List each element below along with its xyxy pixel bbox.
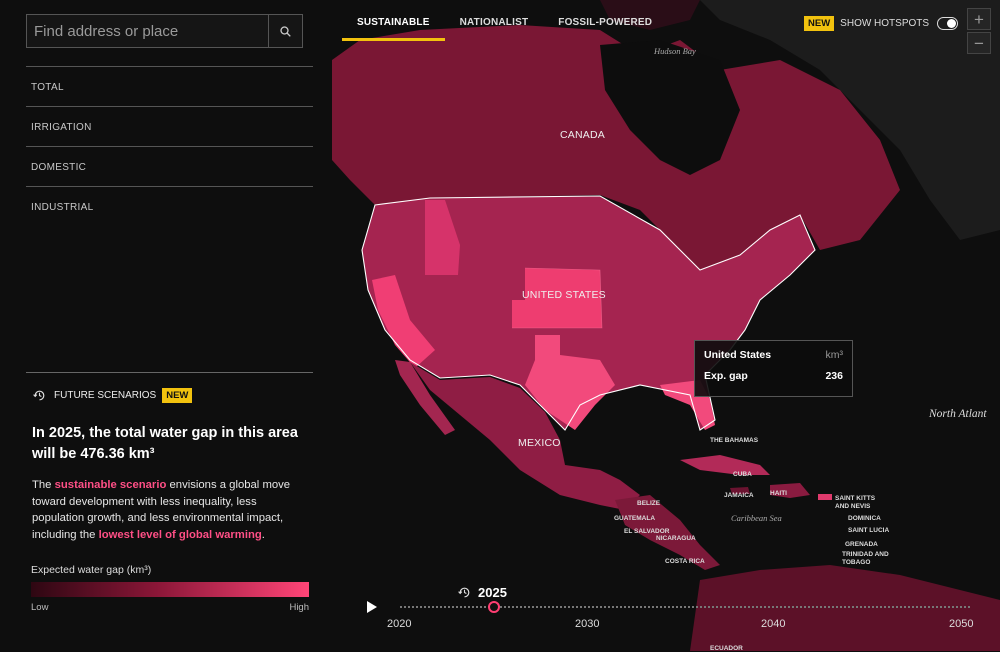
- current-year: 2025: [478, 585, 507, 600]
- legend-gradient-bar: [31, 582, 309, 597]
- side-panel: TOTAL IRRIGATION DOMESTIC INDUSTRIAL FUT…: [0, 0, 332, 651]
- label-dominica: DOMINICA: [848, 515, 881, 522]
- arctic-region: [600, 0, 700, 30]
- tick-2050: 2050: [949, 618, 974, 630]
- hispaniola-region: [770, 483, 810, 498]
- label-el-salvador: EL SALVADOR: [624, 528, 670, 535]
- category-irrigation[interactable]: IRRIGATION: [26, 106, 313, 146]
- tooltip-unit: km³: [825, 349, 844, 361]
- hudson-bay: [600, 40, 740, 175]
- label-bahamas: THE BAHAMAS: [710, 437, 759, 444]
- california-highlight: [372, 275, 435, 368]
- label-jamaica: JAMAICA: [724, 492, 754, 499]
- label-united-states: UNITED STATES: [522, 289, 606, 301]
- timeline-handle[interactable]: [488, 601, 500, 613]
- legend-high: High: [289, 602, 309, 613]
- category-total[interactable]: TOTAL: [26, 66, 313, 106]
- category-industrial[interactable]: INDUSTRIAL: [26, 186, 313, 226]
- scenario-description: The sustainable scenario envisions a glo…: [32, 477, 304, 544]
- future-scenarios-label: FUTURE SCENARIOS: [54, 390, 157, 401]
- idaho-highlight: [425, 200, 460, 275]
- greenland-region: [700, 0, 1000, 240]
- tab-nationalist[interactable]: NATIONALIST: [459, 17, 529, 28]
- nebraska-highlight: [512, 268, 602, 328]
- tick-2030: 2030: [575, 618, 600, 630]
- cuba-region: [680, 455, 770, 475]
- legend-title: Expected water gap (km³): [31, 564, 152, 576]
- label-ecuador: ECUADOR: [710, 645, 743, 652]
- desc-part-2: envisions a global move toward developme…: [32, 479, 291, 542]
- clock-forward-icon: [33, 390, 45, 401]
- timeline-track[interactable]: [400, 606, 970, 610]
- hotspots-control: NEW SHOW HOTSPOTS: [804, 16, 959, 31]
- current-year-display: 2025: [458, 585, 507, 600]
- clock-forward-icon: [458, 587, 470, 598]
- zoom-in-button[interactable]: +: [967, 8, 991, 30]
- legend: Expected water gap (km³) Low High: [31, 564, 309, 613]
- future-scenarios-section: FUTURE SCENARIOS NEW In 2025, the total …: [26, 372, 313, 544]
- search-box: [26, 14, 303, 48]
- selected-country-outline: [512, 267, 603, 329]
- label-costa-rica: COSTA RICA: [665, 558, 705, 565]
- canada-region[interactable]: [332, 25, 900, 270]
- mexico-region[interactable]: [410, 362, 640, 510]
- label-nicaragua: NICARAGUA: [656, 535, 696, 542]
- zoom-out-button[interactable]: −: [967, 32, 991, 54]
- jamaica-region: [730, 487, 750, 494]
- global-warming-link[interactable]: lowest level of global warming: [98, 529, 262, 542]
- tooltip-place: United States: [704, 349, 772, 361]
- tooltip-value: 236: [825, 370, 843, 382]
- central-america-region: [615, 495, 720, 570]
- timeline: 2025 2020 2030 2040 2050: [360, 582, 1000, 651]
- label-grenada: GRENADA: [845, 541, 878, 548]
- usa-border: [361, 195, 816, 431]
- tooltip-metric: Exp. gap: [704, 370, 748, 382]
- tab-fossil-powered[interactable]: FOSSIL-POWERED: [558, 17, 653, 28]
- label-cuba: CUBA: [733, 471, 752, 478]
- label-haiti: HAITI: [770, 490, 787, 497]
- label-saint-kitts: SAINT KITTS AND NEVIS: [835, 495, 876, 510]
- search-button[interactable]: [268, 15, 302, 47]
- label-saint-lucia: SAINT LUCIA: [848, 527, 890, 534]
- hotspots-toggle[interactable]: [937, 17, 959, 30]
- label-north-atlantic: North Atlant: [929, 408, 987, 420]
- future-scenarios-header: FUTURE SCENARIOS NEW: [33, 388, 313, 403]
- tick-2040: 2040: [761, 618, 786, 630]
- desc-part-1: The: [32, 479, 55, 491]
- country-tooltip: United States km³ Exp. gap 236: [694, 340, 853, 397]
- label-trinidad: TRINIDAD AND TOBAGO: [842, 551, 889, 566]
- headline: In 2025, the total water gap in this are…: [32, 425, 298, 462]
- label-hudson-bay: Hudson Bay: [654, 46, 696, 56]
- texas-highlight: [525, 335, 615, 430]
- label-guatemala: GUATEMALA: [614, 515, 656, 522]
- hotspots-new-badge: NEW: [804, 16, 835, 31]
- label-mexico: MEXICO: [518, 437, 561, 449]
- zoom-controls: + −: [967, 8, 991, 56]
- category-domestic[interactable]: DOMESTIC: [26, 146, 313, 186]
- tab-sustainable[interactable]: SUSTAINABLE: [342, 15, 445, 41]
- south-america-region: [690, 565, 1000, 651]
- label-canada: CANADA: [560, 129, 605, 141]
- search-input[interactable]: [27, 15, 270, 47]
- label-belize: BELIZE: [637, 500, 661, 507]
- hotspots-label: SHOW HOTSPOTS: [840, 18, 930, 29]
- sustainable-scenario-link[interactable]: sustainable scenario: [54, 479, 167, 491]
- puerto-rico-region: [818, 494, 832, 500]
- desc-part-3: .: [261, 529, 265, 542]
- search-icon: [280, 25, 291, 37]
- legend-low: Low: [31, 602, 49, 613]
- new-badge: NEW: [162, 388, 193, 403]
- tick-2020: 2020: [387, 618, 412, 630]
- category-list: TOTAL IRRIGATION DOMESTIC INDUSTRIAL: [26, 66, 313, 226]
- baja: [395, 360, 455, 435]
- label-caribbean-sea: Caribbean Sea: [731, 513, 782, 523]
- scenario-tabs: SUSTAINABLE NATIONALIST FOSSIL-POWERED: [342, 15, 667, 41]
- play-icon[interactable]: [366, 600, 378, 614]
